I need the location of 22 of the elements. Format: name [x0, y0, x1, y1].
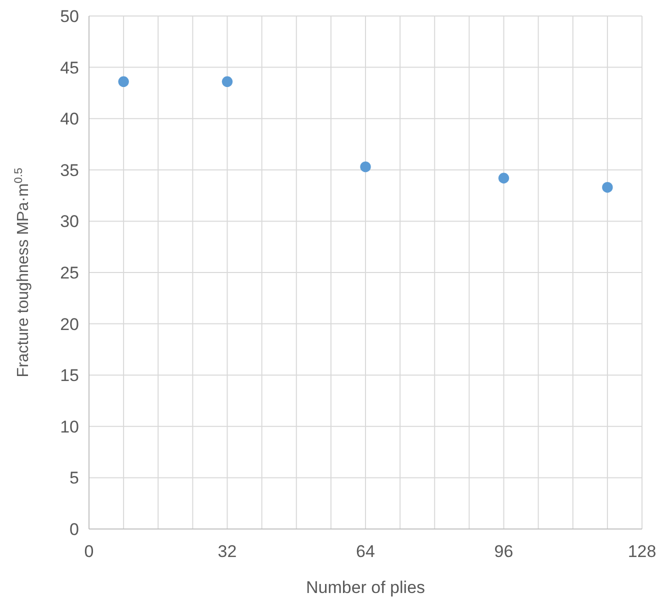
y-tick-label: 0 — [70, 520, 79, 539]
x-tick-label: 64 — [356, 542, 375, 561]
point — [498, 172, 510, 184]
y-tick-label: 45 — [60, 58, 79, 78]
point — [222, 76, 233, 88]
y-tick-label: 15 — [60, 366, 79, 386]
y-tick-label: 25 — [60, 263, 79, 282]
y-tick-label: 50 — [60, 6, 79, 26]
point — [118, 76, 129, 88]
y-tick-label: 30 — [60, 212, 79, 232]
x-tick-label: 0 — [84, 542, 94, 561]
x-tick-label: 96 — [494, 542, 514, 561]
x-tick-label: 32 — [218, 542, 237, 561]
point — [360, 161, 371, 172]
y-tick-label: 5 — [70, 468, 79, 488]
y-tick-label: 20 — [60, 314, 79, 334]
x-tick-label: 128 — [628, 542, 656, 561]
x-axis-title: Number of plies — [306, 578, 426, 597]
point — [602, 182, 613, 193]
y-tick-label: 35 — [60, 160, 79, 180]
y-tick-label: 10 — [60, 417, 79, 436]
y-tick-label: 40 — [60, 110, 79, 129]
